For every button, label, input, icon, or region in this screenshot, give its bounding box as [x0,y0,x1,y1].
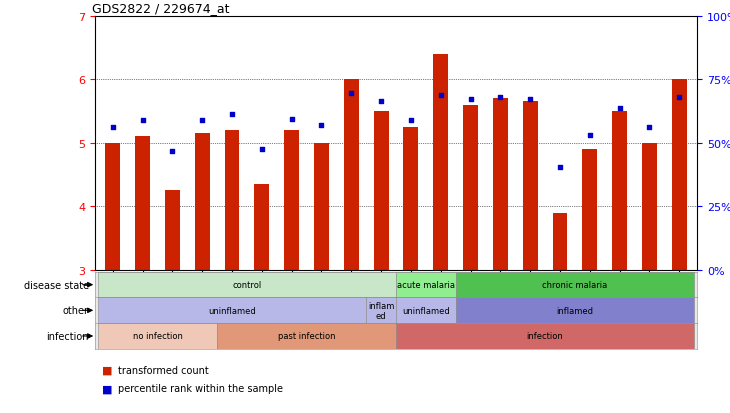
Point [554,164,566,171]
Point [465,97,477,104]
Text: chronic malaria: chronic malaria [542,280,607,290]
Bar [165,191,180,270]
Bar [255,185,269,270]
Point [435,93,447,99]
Bar [105,143,120,270]
Text: inflamed: inflamed [556,306,593,315]
Text: uninflamed: uninflamed [208,306,256,315]
Text: transformed count: transformed count [118,365,209,375]
Bar [396,272,456,298]
Point [673,94,685,101]
Text: no infection: no infection [133,332,182,341]
Text: inflam
ed: inflam ed [368,301,394,320]
Bar [135,137,150,270]
Point [226,112,238,118]
Point [584,133,596,139]
Text: ■: ■ [102,365,112,375]
Point [137,118,148,124]
Bar [225,131,239,270]
Text: ■: ■ [102,383,112,393]
Text: infection: infection [527,332,564,341]
Text: past infection: past infection [278,332,335,341]
Bar [98,323,217,349]
Bar [98,272,396,298]
Bar [314,143,329,270]
Text: GDS2822 / 229674_at: GDS2822 / 229674_at [92,2,229,15]
Point [166,148,178,155]
Bar [404,128,418,270]
Bar [396,298,456,323]
Bar [583,150,597,270]
Text: infection: infection [47,331,89,341]
Bar [366,298,396,323]
Point [614,105,626,112]
Bar [217,323,396,349]
Bar [374,112,388,270]
Point [494,94,506,101]
Bar [523,102,537,270]
Bar [463,105,478,270]
Point [196,118,208,124]
Bar [553,213,567,270]
Point [524,97,536,104]
Point [256,146,268,153]
Text: disease state: disease state [24,280,89,290]
Bar [642,143,657,270]
Bar [98,298,366,323]
Point [644,124,656,131]
Text: other: other [63,306,89,316]
Text: uninflamed: uninflamed [402,306,450,315]
Point [375,99,387,105]
Text: percentile rank within the sample: percentile rank within the sample [118,383,283,393]
Bar [493,99,508,270]
Point [345,90,357,97]
Bar [396,323,694,349]
Bar [344,80,358,270]
Point [315,123,327,130]
Point [405,118,417,124]
Bar [456,272,694,298]
Bar [612,112,627,270]
Point [107,124,119,131]
Bar [456,298,694,323]
Bar [284,131,299,270]
Point [286,116,298,123]
Text: control: control [232,280,261,290]
Text: acute malaria: acute malaria [397,280,455,290]
Bar [195,134,210,270]
Bar [672,80,687,270]
Bar [434,55,448,270]
